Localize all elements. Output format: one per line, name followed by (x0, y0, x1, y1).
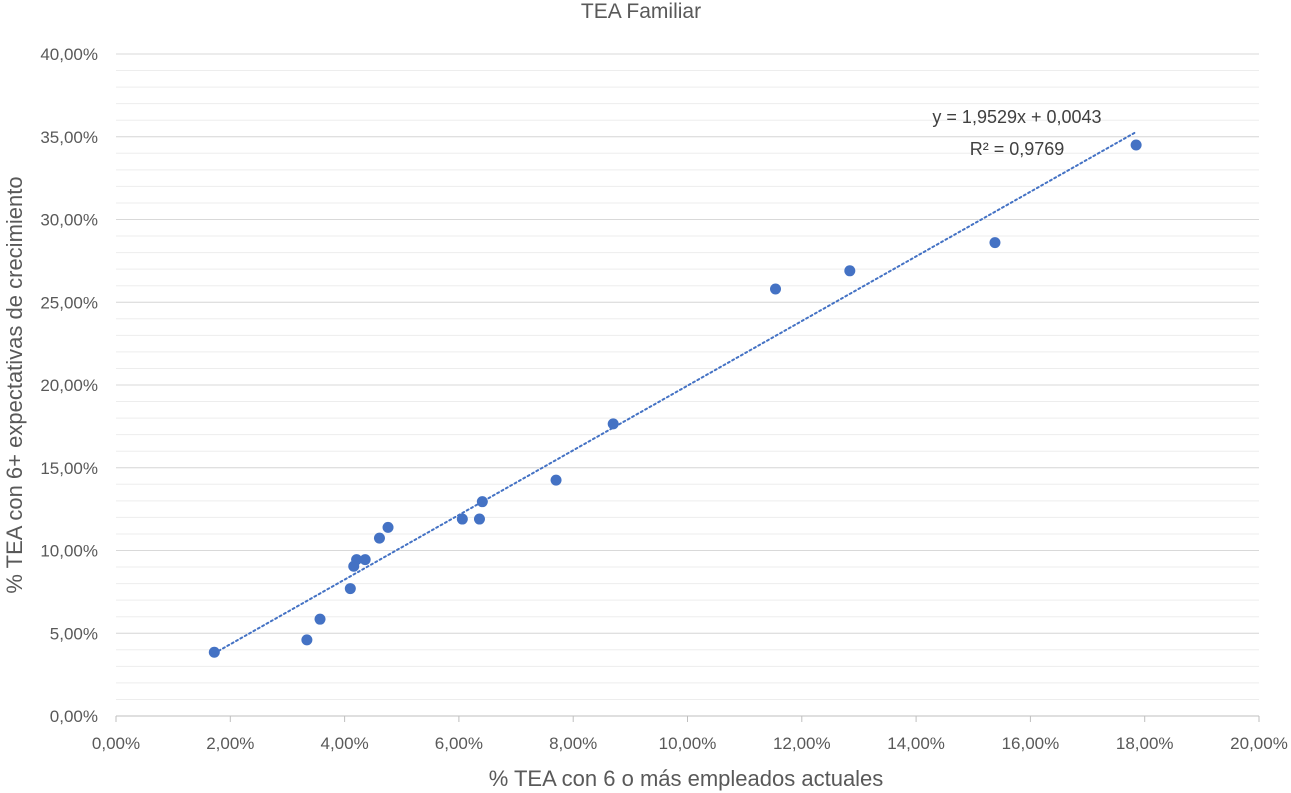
y-tick-label: 10,00% (40, 542, 98, 561)
trendline-equation: y = 1,9529x + 0,0043 (932, 107, 1101, 127)
scatter-point (351, 554, 363, 566)
x-tick-label: 4,00% (320, 734, 368, 753)
x-tick-label: 20,00% (1230, 734, 1288, 753)
x-tick-labels: 0,00% 2,00% 4,00% 6,00% 8,00% 10,00% 12,00% 14,… (92, 734, 1288, 753)
trendline-group (213, 130, 1138, 655)
y-tick-label: 40,00% (40, 45, 98, 64)
x-tick-label: 8,00% (549, 734, 597, 753)
scatter-point (476, 496, 488, 508)
y-tick-label: 25,00% (40, 293, 98, 312)
x-tick-label: 12,00% (773, 734, 831, 753)
axes (115, 715, 1260, 722)
y-tick-label: 30,00% (40, 211, 98, 230)
y-tick-label: 15,00% (40, 459, 98, 478)
x-tick-label: 2,00% (206, 734, 254, 753)
y-axis-title: % TEA con 6+ expectativas de crecimiento (2, 176, 27, 593)
x-axis-title: % TEA con 6 o más empleados actuales (489, 766, 884, 791)
y-tick-label: 0,00% (50, 707, 98, 726)
x-tick-label: 14,00% (887, 734, 945, 753)
scatter-point (473, 513, 485, 525)
scatter-point (382, 521, 394, 533)
y-tick-labels: 0,00% 5,00% 10,00% 15,00% 20,00% 25,00% 30,00%… (40, 45, 98, 726)
scatter-point (770, 283, 782, 295)
trendline (213, 130, 1138, 655)
scatter-point (314, 613, 326, 625)
y-tick-label: 35,00% (40, 128, 98, 147)
scatter-point (456, 513, 468, 525)
scatter-point (1130, 139, 1142, 151)
scatter-point (301, 634, 313, 646)
data-points (208, 139, 1142, 658)
scatter-point (844, 265, 856, 277)
x-tick-label: 10,00% (659, 734, 717, 753)
x-tick-label: 18,00% (1116, 734, 1174, 753)
y-tick-label: 5,00% (50, 624, 98, 643)
scatter-point (607, 418, 619, 430)
scatter-point (373, 532, 385, 544)
chart-title: TEA Familiar (581, 0, 701, 23)
scatter-point (208, 646, 220, 658)
scatter-point (359, 554, 371, 566)
major-gridlines (116, 53, 1259, 634)
scatter-point (989, 237, 1001, 249)
scatter-point (550, 474, 562, 486)
y-tick-label: 20,00% (40, 376, 98, 395)
trendline-r-squared: R² = 0,9769 (970, 139, 1065, 159)
x-tick-label: 16,00% (1002, 734, 1060, 753)
x-tick-label: 6,00% (435, 734, 483, 753)
scatter-point (344, 583, 356, 595)
x-tick-label: 0,00% (92, 734, 140, 753)
